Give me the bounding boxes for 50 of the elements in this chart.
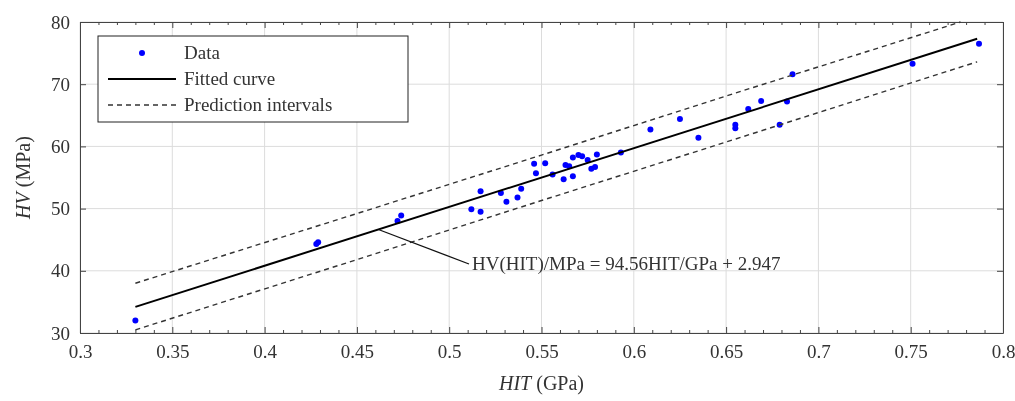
x-tick-label: 0.5 — [437, 341, 462, 363]
y-axis-title: HV (MPa) — [12, 136, 35, 220]
x-tick-label: 0.75 — [894, 341, 928, 363]
point — [569, 154, 576, 161]
x-tick-label: 0.3 — [68, 341, 93, 363]
point — [909, 60, 916, 67]
point — [468, 206, 475, 213]
x-tick-label: 0.7 — [807, 341, 831, 363]
y-tick-label: 60 — [51, 135, 70, 157]
point — [132, 317, 139, 324]
point — [593, 151, 600, 158]
x-tick-label: 0.45 — [340, 341, 375, 363]
point — [532, 170, 539, 177]
y-tick-label: 80 — [51, 11, 70, 33]
point — [732, 121, 739, 128]
y-tick-label: 70 — [51, 73, 70, 95]
point — [477, 208, 484, 215]
legend-label: Prediction intervals — [184, 94, 333, 115]
legend-label: Data — [184, 42, 221, 63]
point — [976, 40, 982, 47]
point — [758, 97, 765, 104]
point — [518, 185, 525, 192]
point — [531, 160, 538, 167]
x-tick-label: 0.55 — [525, 341, 559, 363]
y-tick-label: 40 — [51, 260, 70, 282]
point — [569, 173, 576, 180]
point — [647, 126, 654, 133]
point — [560, 176, 567, 183]
x-tick-label: 0.35 — [156, 341, 190, 363]
x-tick-label: 0.65 — [709, 341, 744, 363]
x-axis-title: HIT (GPa) — [498, 372, 584, 395]
legend-label: Fitted curve — [184, 68, 276, 89]
point — [695, 134, 702, 141]
point — [398, 212, 405, 219]
point — [789, 71, 796, 78]
point — [514, 194, 521, 201]
point — [579, 153, 586, 160]
point — [477, 188, 484, 195]
annotation: HV(HIT)/MPa = 94.56HIT/GPa + 2.947 — [472, 253, 781, 275]
y-tick-label: 30 — [51, 322, 70, 344]
point — [542, 160, 549, 167]
point — [676, 116, 683, 123]
x-tick-label: 0.8 — [991, 341, 1015, 363]
x-tick-label: 0.6 — [622, 341, 647, 363]
line-series — [134, 61, 978, 331]
line-series — [134, 21, 962, 284]
point — [503, 198, 510, 205]
point — [592, 163, 599, 170]
x-tick-label: 0.4 — [253, 341, 278, 363]
y-tick-label: 50 — [51, 198, 70, 220]
